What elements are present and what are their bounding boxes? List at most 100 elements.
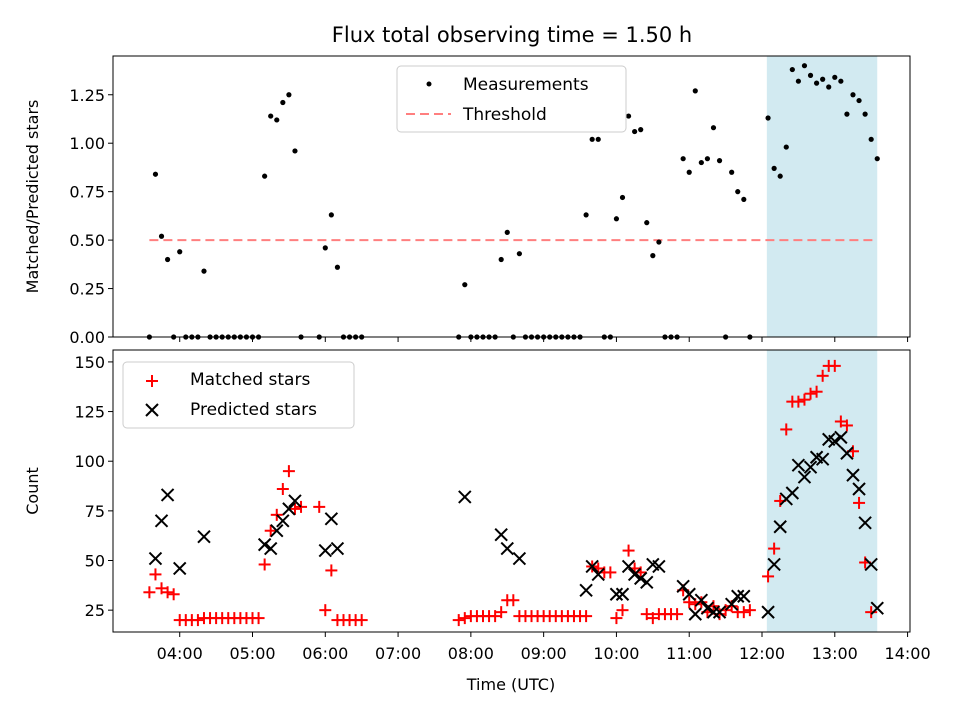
y-tick-label: 0.25 (69, 280, 105, 299)
matched-star-point (810, 385, 823, 398)
y-tick-label: 1.00 (69, 134, 105, 153)
measurement-point (158, 233, 165, 239)
measurement-point (625, 113, 632, 119)
matched-star-point (762, 570, 775, 583)
x-tick-label: 12:00 (739, 644, 785, 663)
measurement-point (334, 264, 341, 270)
predicted-star-point (282, 502, 296, 516)
predicted-star-point (724, 597, 739, 611)
matched-star-point (816, 369, 829, 382)
predicted-star-point (621, 559, 636, 574)
y-tick-label: 75 (85, 502, 105, 521)
matched-star-point (458, 612, 471, 625)
predicted-star-point (494, 527, 508, 542)
predicted-star-point (803, 460, 818, 474)
x-tick-label: 14:00 (885, 644, 931, 663)
matched-star-point (840, 419, 853, 432)
matched-star-point (167, 588, 180, 601)
matched-star-point (580, 610, 593, 623)
predicted-star-point (148, 551, 163, 566)
predicted-star-point (512, 551, 527, 566)
matched-star-point (252, 612, 265, 625)
predicted-star-point (263, 541, 278, 556)
matched-star-point (276, 483, 289, 496)
measurement-point (850, 92, 856, 98)
measurement-point (292, 148, 298, 154)
measurement-point (504, 229, 510, 235)
matched-star-point (646, 612, 659, 625)
x-axis-label: Time (UTC) (466, 675, 555, 694)
x-tick-label: 10:00 (593, 644, 639, 663)
matched-star-point (155, 582, 168, 595)
predicted-star-point (652, 559, 666, 574)
predicted-star-point (828, 434, 842, 449)
measurement-point (274, 117, 280, 123)
x-tick-label: 06:00 (302, 644, 348, 663)
matched-star-point (780, 423, 793, 436)
matched-star-point (622, 544, 635, 557)
predicted-star-point (330, 541, 345, 556)
predicted-star-point (797, 470, 812, 484)
top-legend: Measurements Threshold (396, 65, 627, 133)
predicted-star-point (712, 605, 727, 619)
predicted-star-point (324, 512, 339, 526)
predicted-star-point (676, 579, 690, 594)
predicted-star-point (706, 605, 721, 619)
measurement-point (619, 194, 626, 201)
predicted-star-point (173, 561, 187, 576)
measurement-point (710, 125, 717, 131)
top-axes-frame (112, 55, 911, 338)
legend-measurement-marker (426, 81, 432, 87)
y-tick-label: 150 (74, 353, 105, 372)
predicted-star-point (852, 482, 866, 496)
matched-star-point (495, 606, 508, 619)
bottom-highlight-span (766, 350, 878, 632)
matched-star-point (671, 608, 684, 621)
bottom-legend: Matched stars Predicted stars (122, 361, 355, 429)
y-tick-label: 0.00 (69, 328, 105, 347)
matched-star-point (683, 596, 696, 609)
legend-predicted: Predicted stars (190, 400, 317, 420)
x-tick-label: 05:00 (229, 644, 275, 663)
matched-star-point (161, 586, 174, 599)
measurement-point (783, 144, 789, 150)
matched-star-point (282, 465, 295, 478)
matched-star-point (743, 604, 756, 617)
legend-matched: Matched stars (190, 370, 310, 390)
predicted-star-point (864, 557, 878, 572)
measurement-point (826, 84, 832, 90)
measurement-point (813, 80, 820, 86)
predicted-star-point (700, 601, 715, 615)
predicted-star-point (682, 587, 696, 601)
legend-threshold: Threshold (462, 105, 547, 125)
measurement-point (807, 72, 814, 78)
predicted-star-point (791, 458, 806, 472)
top-legend-box (396, 65, 627, 133)
x-tick-label: 13:00 (812, 644, 858, 663)
predicted-star-point (627, 567, 642, 582)
measurement-point (286, 92, 292, 98)
measurement-point (589, 136, 595, 142)
measurement-point (152, 171, 159, 177)
predicted-star-point (257, 537, 272, 552)
measurement-point (741, 196, 747, 203)
measurement-point (201, 268, 207, 274)
bottom-axes-frame (112, 349, 911, 633)
matched-star-point (489, 610, 502, 623)
top-y-axis-label: Matched/Predicted stars (23, 100, 42, 294)
measurement-point (771, 165, 777, 171)
predicted-star-point (846, 468, 860, 482)
predicted-star-point (773, 520, 787, 534)
x-tick-label: 09:00 (521, 644, 567, 663)
predicted-star-point (270, 524, 284, 538)
measurement-point (729, 169, 735, 175)
matched-star-point (288, 502, 301, 515)
measurement-point (462, 282, 468, 288)
predicted-star-point (767, 557, 781, 572)
bottom-y-axis-label: Count (23, 467, 42, 515)
predicted-star-point (500, 541, 514, 556)
predicted-star-point (731, 589, 745, 603)
y-tick-label: 0.50 (69, 231, 105, 250)
measurement-point (280, 99, 286, 106)
measurement-point (862, 111, 868, 117)
